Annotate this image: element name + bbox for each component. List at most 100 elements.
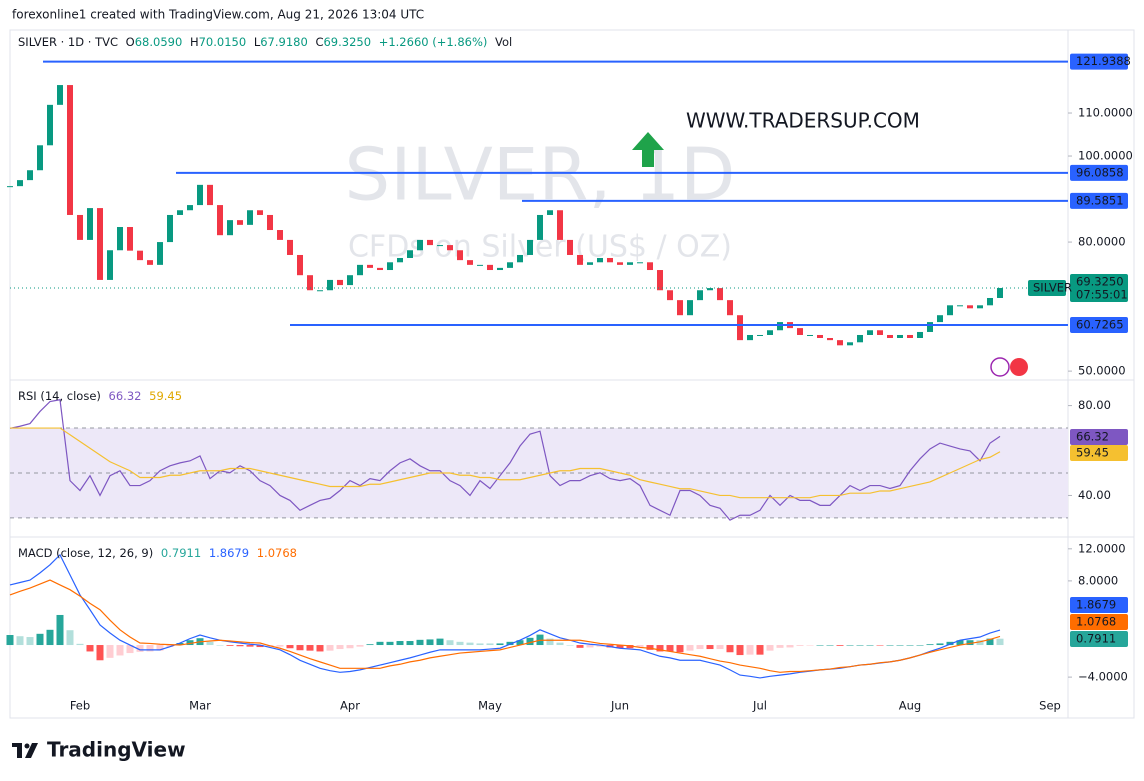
histogram-bar (436, 638, 444, 646)
symbol-tag: SILVER (1033, 280, 1072, 294)
candle (727, 300, 733, 316)
histogram-bar (956, 640, 964, 646)
candle (57, 85, 63, 105)
level-label: 60.7265 (1076, 317, 1124, 331)
y-tick-label: 100.0000 (1078, 149, 1133, 163)
rsi-value-label: 66.32 (1076, 430, 1109, 444)
level-label-box (1070, 316, 1128, 333)
y-tick-label: 8.0000 (1078, 573, 1118, 587)
histogram-bar (866, 645, 874, 646)
candle (987, 297, 993, 306)
histogram-bar (416, 639, 424, 646)
candle (397, 257, 403, 263)
histogram-bar (376, 641, 384, 646)
candle (117, 227, 123, 251)
logo-mark (17, 743, 22, 758)
rsi-title: RSI (14, close) (18, 389, 101, 403)
histogram-bar (946, 641, 954, 646)
histogram-bar (666, 645, 674, 652)
histogram-bar (426, 639, 434, 646)
histogram-bar (556, 642, 564, 646)
histogram-bar (906, 645, 914, 646)
histogram-bar (936, 643, 944, 646)
candle (287, 239, 293, 255)
candle (107, 250, 113, 280)
candle (667, 290, 673, 301)
rsi-ma-value: 59.45 (149, 389, 182, 403)
histogram-bar (656, 645, 664, 652)
candle (267, 214, 273, 231)
change: +1.2660 (+1.86%) (379, 35, 488, 49)
histogram-bar (66, 630, 74, 646)
candle (247, 210, 253, 225)
candle (27, 170, 33, 181)
candle (637, 262, 643, 264)
candle (97, 208, 103, 280)
histogram-bar (766, 645, 774, 651)
ohlc-value: 69.3250 (323, 35, 371, 49)
y-tick-label: 80.00 (1078, 398, 1111, 412)
histogram-bar (366, 644, 374, 646)
histogram-bar (516, 640, 524, 646)
histogram-value: 0.7911 (161, 546, 201, 560)
histogram-bar (736, 645, 744, 656)
histogram-bar (696, 645, 704, 650)
histogram-bar (966, 640, 974, 646)
histogram-bar (26, 637, 34, 646)
candle (377, 267, 383, 271)
x-tick-label: Jun (610, 699, 629, 713)
candle (687, 300, 693, 316)
histogram-bar (456, 641, 464, 646)
ohlc-value: 67.9180 (260, 35, 308, 49)
candle (657, 270, 663, 291)
up-arrow (632, 132, 664, 167)
histogram-bar (256, 645, 264, 648)
icon (1010, 358, 1028, 376)
histogram-bar (726, 645, 734, 653)
rsi-ma-value-label: 59.45 (1076, 446, 1109, 460)
rsi-ma-value-label-box (1070, 445, 1128, 461)
candle (487, 264, 493, 271)
ohlc-key: O (126, 35, 135, 49)
macd-title: MACD (close, 12, 26, 9) (18, 546, 153, 560)
candle (457, 250, 463, 261)
candle (567, 239, 573, 255)
candle (307, 275, 313, 291)
histogram-bar (106, 645, 114, 658)
histogram-bar (306, 645, 314, 651)
histogram-bar (226, 645, 234, 646)
candle (357, 264, 363, 276)
histogram-bar (856, 645, 864, 646)
legend: SILVER · 1D · TVC O68.0590 H70.0150 L67.… (18, 35, 512, 49)
histogram-bar (806, 645, 814, 646)
candle (807, 334, 813, 336)
histogram-bar (686, 645, 694, 651)
histogram-bar (276, 645, 284, 647)
candle (877, 330, 883, 335)
ohlc-key: L (254, 35, 261, 49)
logo-mark (24, 743, 30, 749)
histogram-bar (886, 645, 894, 646)
candle (557, 210, 563, 240)
candle (467, 260, 473, 265)
candle (367, 264, 373, 268)
x-tick-label: Apr (340, 699, 360, 713)
candle (387, 262, 393, 271)
plot-layer (6, 60, 1072, 679)
candle (417, 239, 423, 251)
histogram-bar (126, 645, 134, 654)
annotation: WWW.TRADERSUP.COM (686, 109, 920, 133)
candle (537, 214, 543, 240)
candle (327, 279, 333, 291)
histogram-bar (526, 637, 534, 646)
candle (77, 214, 83, 240)
y-tick-label: 110.0000 (1078, 106, 1133, 120)
histogram-bar (596, 645, 604, 647)
candle (17, 180, 23, 187)
macd-legend: MACD (close, 12, 26, 9) 0.7911 1.8679 1.… (18, 546, 297, 560)
logo: TradingView (12, 738, 186, 762)
level-label-box (1070, 53, 1128, 70)
histogram-bar (836, 645, 844, 646)
countdown: 07:55:01 (1076, 287, 1128, 301)
rsi-legend: RSI (14, close) 66.32 59.45 (18, 389, 182, 403)
